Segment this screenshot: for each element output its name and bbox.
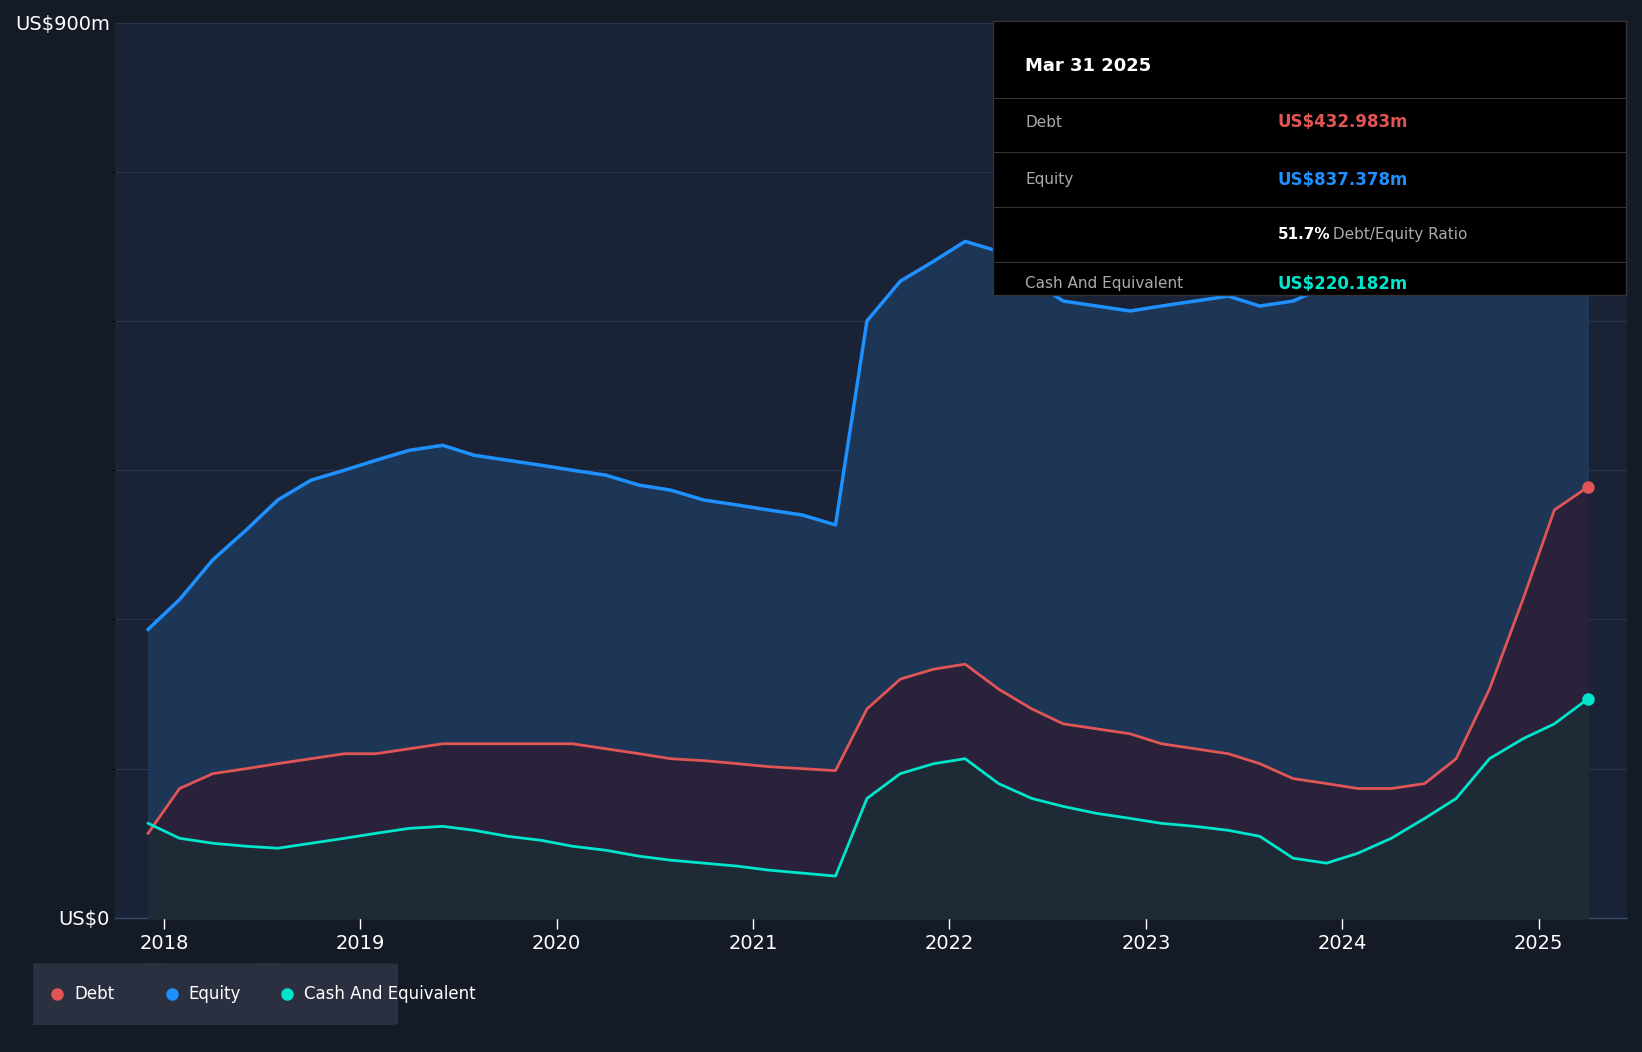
Text: Debt: Debt xyxy=(1025,115,1062,129)
FancyBboxPatch shape xyxy=(140,964,284,1025)
Text: US$220.182m: US$220.182m xyxy=(1277,275,1409,292)
FancyBboxPatch shape xyxy=(25,964,169,1025)
FancyBboxPatch shape xyxy=(255,964,399,1025)
Text: 51.7%: 51.7% xyxy=(1277,227,1330,242)
Text: Debt: Debt xyxy=(74,985,113,1004)
Text: Equity: Equity xyxy=(1025,173,1074,187)
Text: Mar 31 2025: Mar 31 2025 xyxy=(1025,57,1151,75)
Text: US$432.983m: US$432.983m xyxy=(1277,114,1409,132)
Text: Cash And Equivalent: Cash And Equivalent xyxy=(1025,276,1184,291)
Text: US$837.378m: US$837.378m xyxy=(1277,170,1409,188)
Text: Equity: Equity xyxy=(189,985,241,1004)
Text: Debt/Equity Ratio: Debt/Equity Ratio xyxy=(1328,227,1468,242)
Text: Cash And Equivalent: Cash And Equivalent xyxy=(304,985,476,1004)
